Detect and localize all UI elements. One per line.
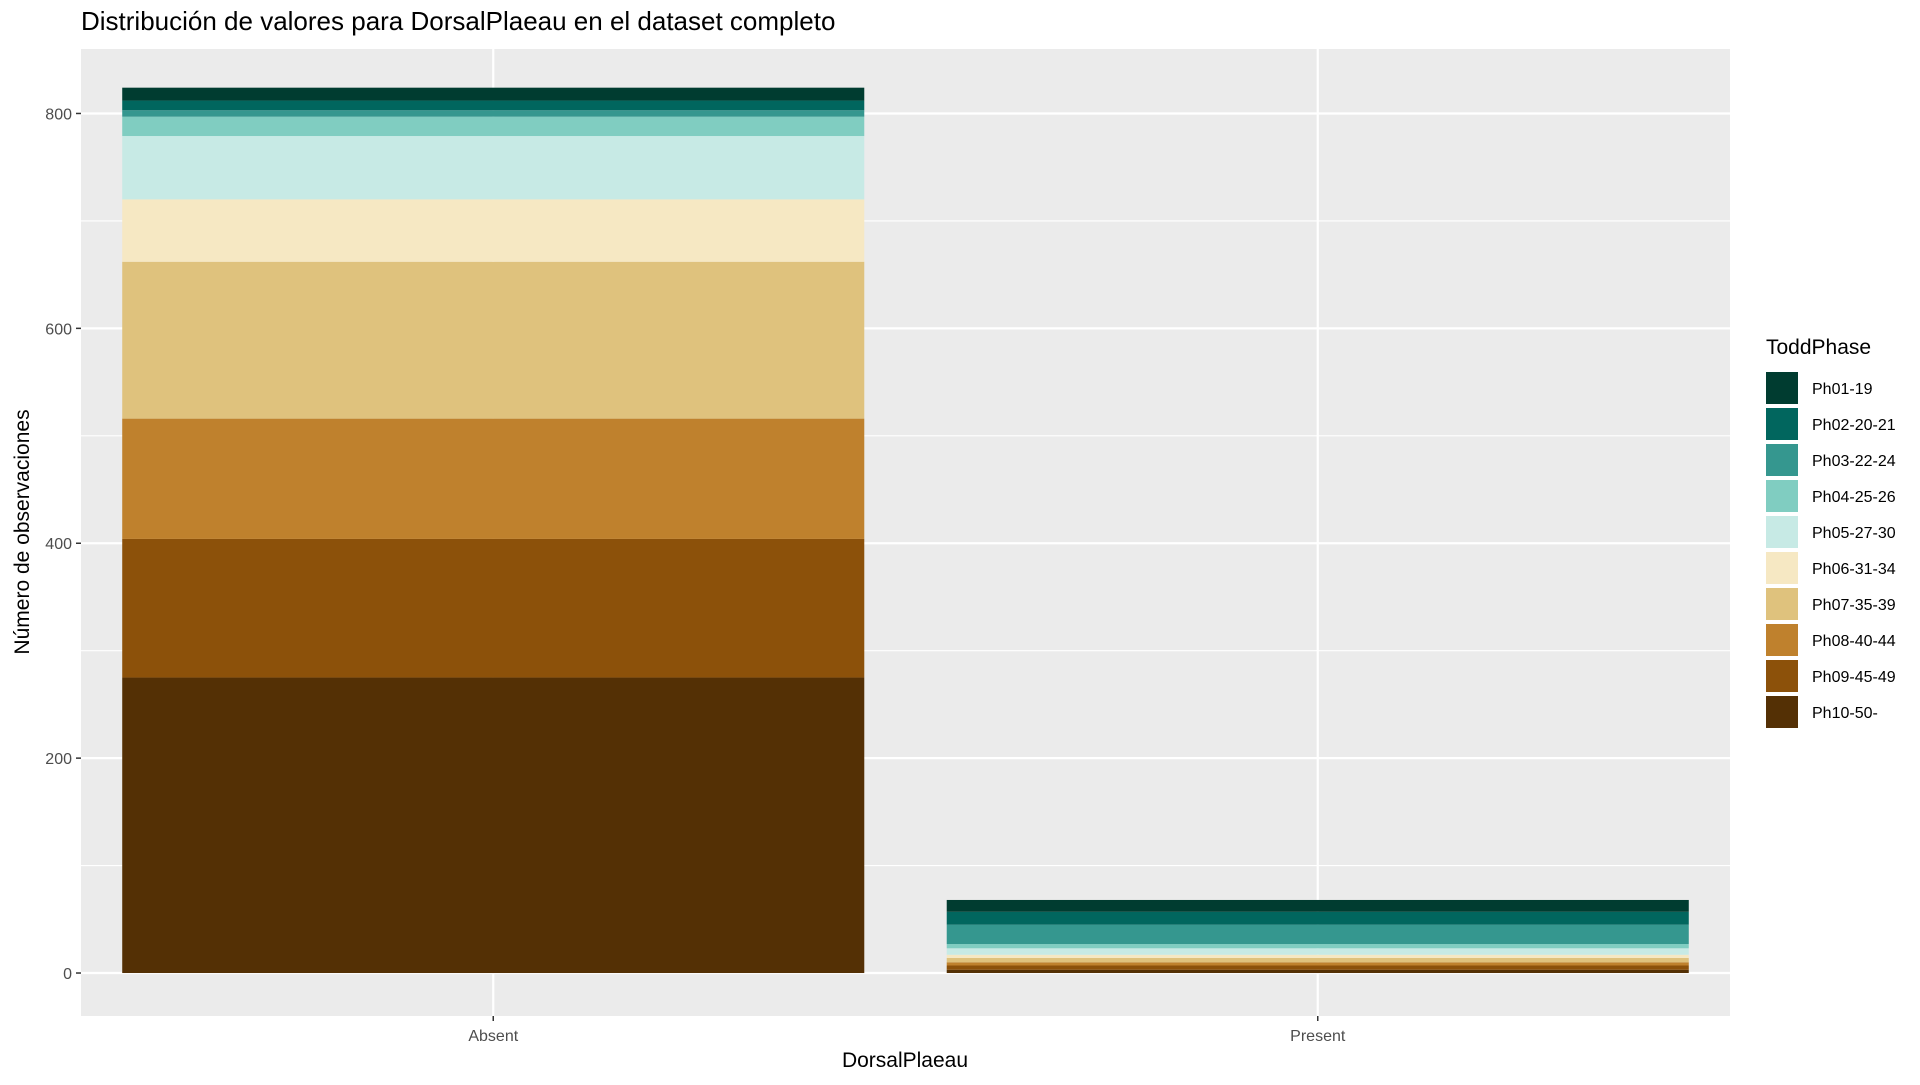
- bar-segment-absent-ph06-31-34: [122, 199, 865, 262]
- legend-key-ph05-27-30: [1766, 516, 1798, 548]
- legend-label-ph01-19: Ph01-19: [1812, 381, 1873, 398]
- legend-key-ph03-22-24: [1766, 444, 1798, 476]
- legend-key-ph09-45-49: [1766, 660, 1798, 692]
- bar-segment-absent-ph08-40-44: [122, 418, 865, 539]
- bar-segment-absent-ph03-22-24: [122, 110, 865, 117]
- y-tick-label: 600: [45, 321, 72, 338]
- legend-key-ph04-25-26: [1766, 480, 1798, 512]
- y-tick-label: 400: [45, 536, 72, 553]
- bar-segment-present-ph01-19: [946, 899, 1689, 912]
- bar-segment-absent-ph02-20-21: [122, 100, 865, 111]
- x-axis-title: DorsalPlaeau: [842, 1049, 968, 1072]
- bar-segment-absent-ph05-27-30: [122, 136, 865, 200]
- legend: ToddPhase Ph01-19 Ph02-20-21 Ph03-22-24 Ph0…: [1766, 336, 1896, 728]
- legend-label-ph07-35-39: Ph07-35-39: [1812, 597, 1896, 614]
- legend-label-ph10-50-: Ph10-50-: [1812, 705, 1878, 722]
- x-tick-label-absent: Absent: [468, 1028, 518, 1045]
- axes: 0 200 400 600 800 Absent Present: [45, 106, 1346, 1045]
- legend-key-ph10-50-: [1766, 696, 1798, 728]
- legend-label-ph06-31-34: Ph06-31-34: [1812, 561, 1896, 578]
- x-tick-label-present: Present: [1290, 1028, 1346, 1045]
- legend-key-ph01-19: [1766, 372, 1798, 404]
- bar-segment-present-ph08-40-44: [946, 962, 1689, 966]
- chart-title: Distribución de valores para DorsalPlaea…: [81, 6, 835, 36]
- y-tick-label: 200: [45, 751, 72, 768]
- bar-segment-absent-ph09-45-49: [122, 538, 865, 678]
- bar-segment-absent-ph01-19: [122, 87, 865, 101]
- legend-label-ph02-20-21: Ph02-20-21: [1812, 417, 1896, 434]
- legend-key-ph07-35-39: [1766, 588, 1798, 620]
- legend-label-ph05-27-30: Ph05-27-30: [1812, 525, 1896, 542]
- bar-segment-present-ph09-45-49: [946, 965, 1689, 970]
- legend-label-ph03-22-24: Ph03-22-24: [1812, 453, 1896, 470]
- bar-segment-present-ph03-22-24: [946, 924, 1689, 945]
- y-tick-label: 0: [63, 966, 72, 983]
- legend-key-ph08-40-44: [1766, 624, 1798, 656]
- legend-key-ph06-31-34: [1766, 552, 1798, 584]
- bar-segment-present-ph04-25-26: [946, 944, 1689, 949]
- bar-segment-absent-ph04-25-26: [122, 116, 865, 137]
- legend-label-ph04-25-26: Ph04-25-26: [1812, 489, 1896, 506]
- bar-segment-absent-ph10-50-: [122, 677, 865, 974]
- legend-key-ph02-20-21: [1766, 408, 1798, 440]
- bar-segment-present-ph07-35-39: [946, 957, 1689, 963]
- bar-segment-present-ph10-50-: [946, 969, 1689, 974]
- bar-segment-present-ph06-31-34: [946, 954, 1689, 958]
- bar-segment-present-ph05-27-30: [946, 948, 1689, 955]
- bar-segment-present-ph02-20-21: [946, 911, 1689, 925]
- bar-segments: [122, 87, 1689, 974]
- y-axis-title: Número de observaciones: [11, 409, 34, 654]
- y-tick-label: 800: [45, 106, 72, 123]
- bar-segment-absent-ph07-35-39: [122, 261, 865, 419]
- legend-label-ph09-45-49: Ph09-45-49: [1812, 669, 1896, 686]
- legend-label-ph08-40-44: Ph08-40-44: [1812, 633, 1896, 650]
- legend-title: ToddPhase: [1766, 336, 1871, 359]
